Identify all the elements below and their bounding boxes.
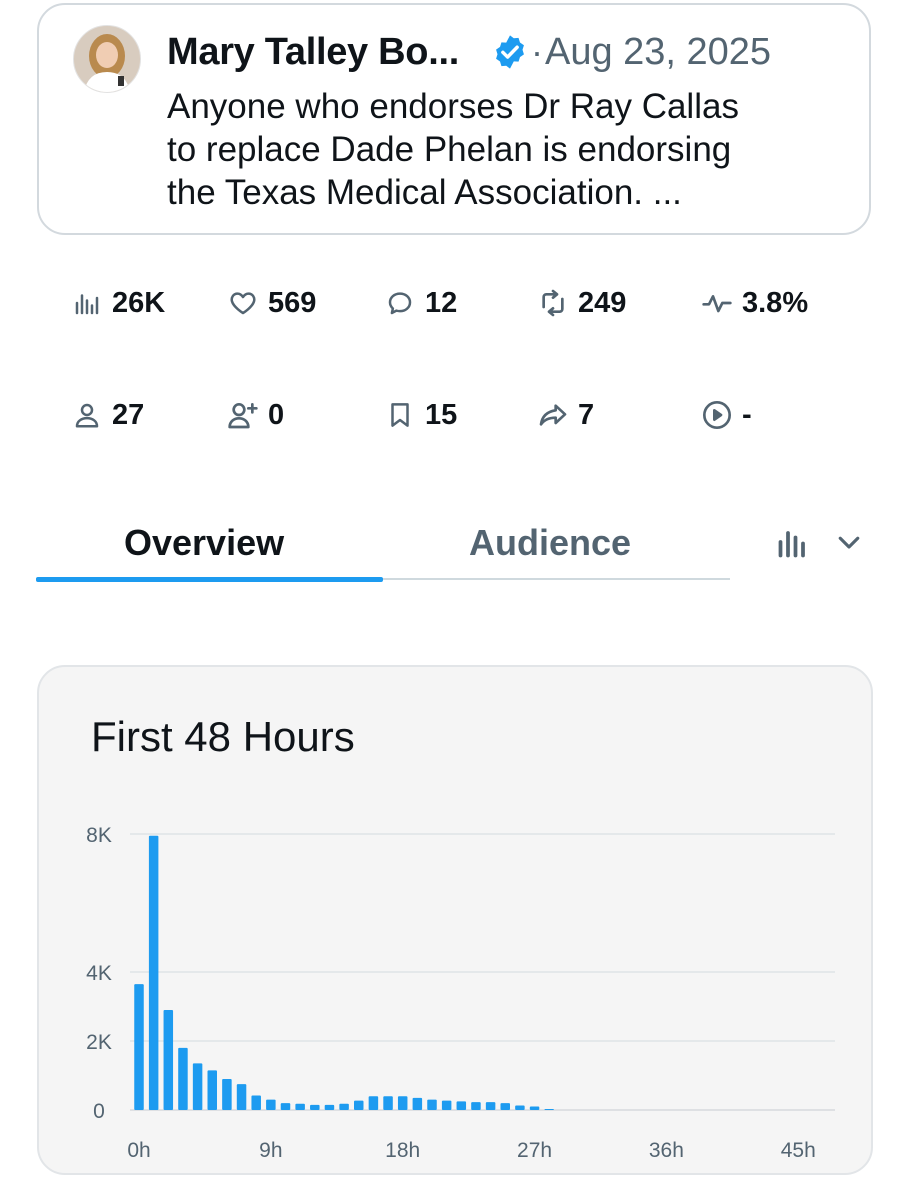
chart-bar[interactable]	[148, 835, 159, 1110]
quoted-tweet-card[interactable]: Mary Talley Bo... · Aug 23, 2025 Anyone …	[37, 3, 871, 235]
chart-bar[interactable]	[500, 1103, 511, 1110]
metric-shares-value: 7	[578, 398, 595, 431]
metric-replies-value: 12	[425, 286, 458, 319]
person-plus-icon	[226, 398, 260, 432]
y-tick-label: 2K	[86, 1031, 112, 1054]
tab-overview[interactable]: Overview	[124, 522, 285, 563]
share-arrow-icon	[536, 398, 570, 432]
bar-chart-icon	[776, 524, 812, 565]
chevron-down-icon	[834, 527, 864, 562]
chart-bar[interactable]	[295, 1103, 305, 1110]
chart-bar[interactable]	[192, 1063, 203, 1110]
chart-card: First 48 Hours 0 2K 4K 8K 0h 9h 18h 27h 36h 45h	[37, 665, 873, 1175]
metric-video-views[interactable]: -	[700, 395, 752, 435]
metric-replies[interactable]: 12	[383, 283, 457, 323]
chart-bar[interactable]	[207, 1070, 218, 1110]
x-tick-label: 0h	[127, 1139, 150, 1162]
metric-reposts[interactable]: 249	[536, 283, 626, 323]
chart-bar[interactable]	[397, 1096, 408, 1110]
author-row: Mary Talley Bo... · Aug 23, 2025	[167, 27, 839, 77]
tweet-text-line: to replace Dade Phelan is endorsing	[167, 130, 732, 169]
chart-bar[interactable]	[236, 1084, 247, 1110]
pulse-icon	[700, 286, 734, 320]
metric-new-follows-value: 0	[268, 398, 285, 431]
chart-bar[interactable]	[427, 1099, 437, 1110]
chart-bar[interactable]	[368, 1096, 379, 1110]
x-tick-label: 27h	[517, 1139, 552, 1162]
metric-shares[interactable]: 7	[536, 395, 594, 435]
chart-bar[interactable]	[529, 1106, 540, 1110]
chart-bar[interactable]	[412, 1097, 423, 1110]
chart-bar[interactable]	[515, 1105, 525, 1110]
author-name[interactable]: Mary Talley Bo...	[167, 30, 459, 73]
chart-bar[interactable]	[339, 1103, 349, 1110]
repost-icon	[536, 286, 570, 320]
tweet-text: Anyone who endorses Dr Ray Callas to rep…	[167, 85, 847, 214]
active-tab-indicator	[36, 577, 383, 582]
chart-bar[interactable]	[324, 1104, 335, 1110]
y-tick-label: 4K	[86, 962, 112, 985]
chart-bar[interactable]	[441, 1100, 452, 1110]
y-tick-label: 8K	[86, 824, 112, 847]
metric-reposts-value: 249	[578, 286, 627, 319]
x-tick-label: 9h	[259, 1139, 282, 1162]
verified-badge-icon	[491, 33, 529, 71]
chart-bar[interactable]	[544, 1108, 554, 1110]
chart-bar[interactable]	[354, 1100, 364, 1110]
impressions-bar-chart: 0 2K 4K 8K 0h 9h 18h 27h 36h 45h	[86, 824, 835, 1162]
chart-bar[interactable]	[280, 1103, 291, 1110]
x-tick-label: 36h	[649, 1139, 684, 1162]
metric-bookmarks-value: 15	[425, 398, 458, 431]
tweet-text-line: Anyone who endorses Dr Ray Callas	[167, 87, 739, 126]
analytics-tabs: Overview Audience	[36, 500, 872, 585]
y-tick-label: 0	[93, 1100, 105, 1123]
metric-impressions[interactable]: 26K	[70, 283, 165, 323]
metric-video-views-value: -	[742, 398, 752, 431]
metric-new-follows[interactable]: 0	[226, 395, 284, 435]
chart-title: First 48 Hours	[91, 713, 355, 760]
chart-bar[interactable]	[383, 1096, 393, 1110]
bookmark-icon	[383, 398, 417, 432]
metric-engagement-rate-value: 3.8%	[742, 286, 809, 319]
speech-bubble-icon	[383, 286, 417, 320]
metric-likes-value: 569	[268, 286, 317, 319]
tweet-text-line: the Texas Medical Association. ...	[167, 173, 682, 212]
chart-bar[interactable]	[310, 1104, 320, 1110]
chart-bar[interactable]	[471, 1102, 481, 1110]
date-separator: ·	[530, 31, 543, 72]
metric-profile-visits-value: 27	[112, 398, 145, 431]
chart-bar[interactable]	[266, 1099, 276, 1110]
x-tick-label: 45h	[781, 1139, 816, 1162]
tabs-divider	[36, 578, 730, 580]
person-icon	[70, 398, 104, 432]
tweet-date[interactable]: Aug 23, 2025	[544, 30, 772, 73]
metric-profile-visits[interactable]: 27	[70, 395, 144, 435]
chart-bar[interactable]	[134, 984, 144, 1110]
metric-likes[interactable]: 569	[226, 283, 316, 323]
chart-bar[interactable]	[163, 1009, 174, 1110]
bar-chart-icon	[70, 286, 104, 320]
x-tick-label: 18h	[385, 1139, 420, 1162]
chart-bar[interactable]	[456, 1101, 467, 1110]
chart-type-dropdown[interactable]	[776, 524, 864, 565]
chart-bar[interactable]	[251, 1095, 261, 1110]
play-circle-icon	[700, 398, 734, 432]
metric-engagement-rate[interactable]: 3.8%	[700, 283, 808, 323]
metric-impressions-value: 26K	[112, 286, 166, 319]
author-avatar[interactable]	[73, 25, 141, 93]
chart-bar[interactable]	[222, 1078, 232, 1110]
heart-icon	[226, 286, 260, 320]
tab-audience[interactable]: Audience	[469, 522, 632, 563]
metric-bookmarks[interactable]: 15	[383, 395, 457, 435]
chart-bar[interactable]	[485, 1102, 496, 1110]
chart-bar[interactable]	[178, 1047, 188, 1110]
